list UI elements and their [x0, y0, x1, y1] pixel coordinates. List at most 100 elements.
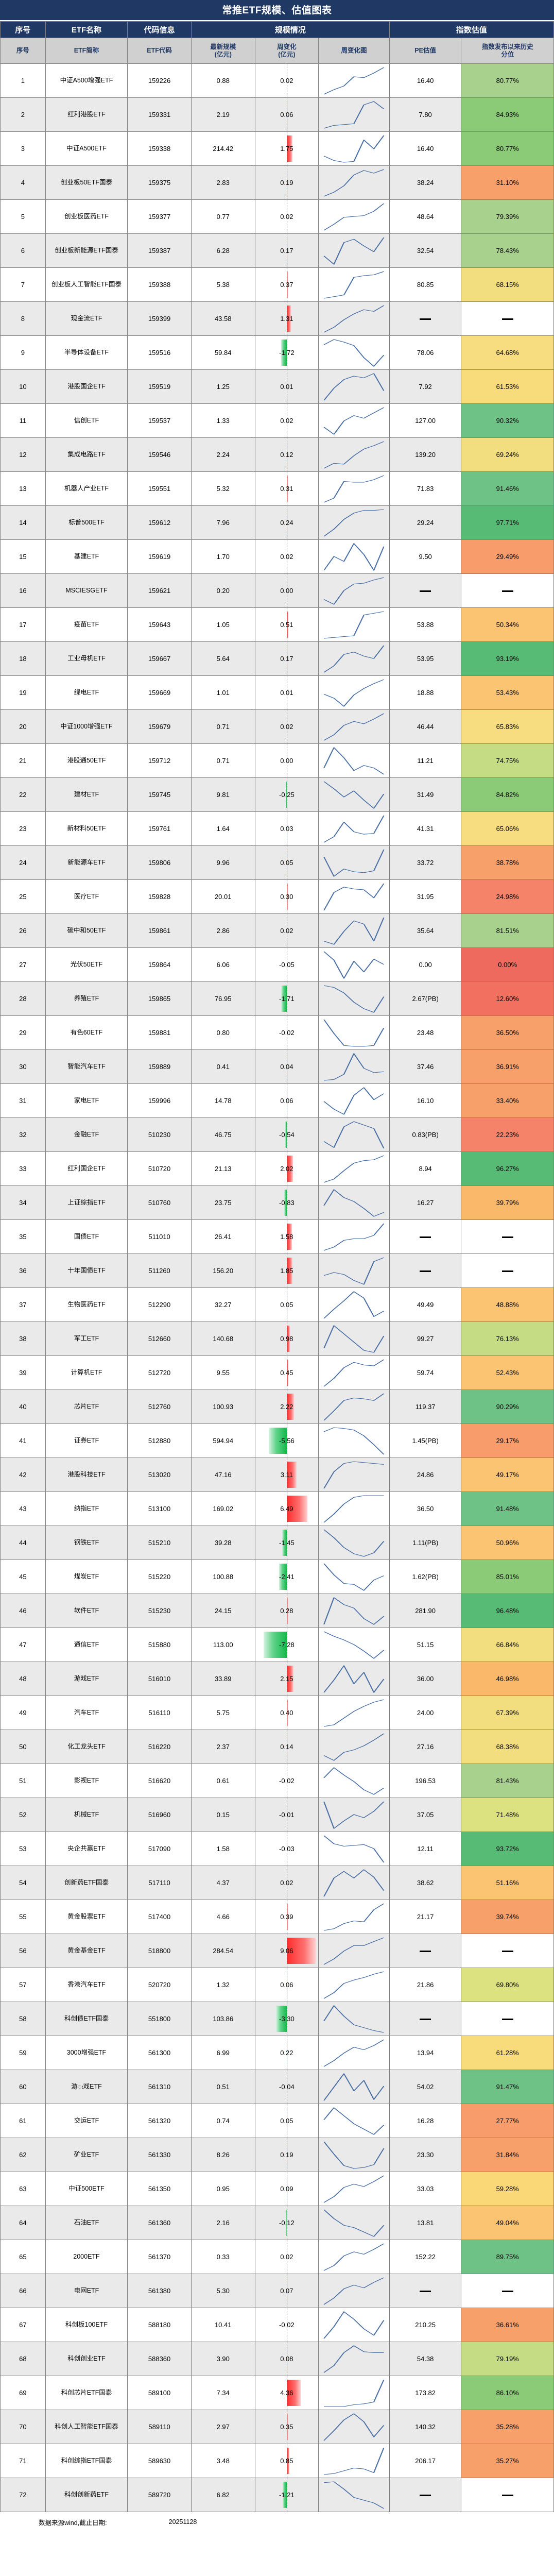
table-row: 58 科创债ETF国泰 551800 103.86 -3.30: [0, 2002, 554, 2036]
table-row: 38 军工ETF 512660 140.68 0.98 99.27 76.13%: [0, 1321, 554, 1356]
weekly-change-value: -0.02: [279, 1777, 295, 1785]
cell-scale: 0.61: [191, 1764, 255, 1798]
cell-etf-name: 港股科技ETF: [45, 1458, 128, 1492]
cell-percentile: 65.83%: [461, 709, 554, 744]
cell-etf-name: 2000ETF: [45, 2240, 128, 2274]
cell-weekly-change: 0.28: [254, 1594, 319, 1628]
cell-index: 61: [0, 2104, 46, 2138]
cell-weekly-change: -1.71: [254, 981, 319, 1016]
cell-etf-code: 159399: [127, 301, 192, 336]
column-header-row: 序号 ETF简称 ETF代码 最新规模 (亿元) 周变化 (亿元) 周变化图 P…: [0, 38, 554, 64]
change-data-bar: [286, 1666, 294, 1692]
weekly-change-value: 0.09: [280, 2185, 293, 2193]
cell-percentile: 49.04%: [461, 2206, 554, 2240]
cell-etf-code: 159377: [127, 199, 192, 234]
change-data-bar: [282, 1530, 287, 1556]
cell-sparkline: [318, 743, 390, 778]
cell-weekly-change: 0.07: [254, 2274, 319, 2308]
cell-etf-code: 159516: [127, 335, 192, 370]
cell-etf-code: 518800: [127, 1934, 192, 1968]
cell-weekly-change: 0.05: [254, 845, 319, 880]
cell-weekly-change: 0.24: [254, 505, 319, 540]
table-row: 46 软件ETF 515230 24.15 0.28 281.90 96.48%: [0, 1594, 554, 1628]
cell-index: 46: [0, 1594, 46, 1628]
cell-pe: 41.31: [389, 811, 462, 846]
cell-sparkline: [318, 1458, 390, 1492]
cell-etf-code: 511010: [127, 1219, 192, 1254]
no-data-dash: [501, 2019, 513, 2021]
cell-sparkline: [318, 471, 390, 506]
cell-sparkline: [318, 1219, 390, 1254]
cell-etf-code: 159331: [127, 97, 192, 132]
cell-etf-code: 516960: [127, 1798, 192, 1832]
cell-scale: 0.71: [191, 709, 255, 744]
no-data-dash: [420, 2291, 431, 2293]
table-row: 31 家电ETF 159996 14.78 0.06 16.10 33.40%: [0, 1083, 554, 1118]
cell-scale: 9.81: [191, 777, 255, 812]
cell-etf-code: 159338: [127, 131, 192, 166]
cell-sparkline: [318, 947, 390, 982]
cell-scale: 4.66: [191, 1900, 255, 1934]
cell-sparkline: [318, 1355, 390, 1390]
cell-etf-name: 创业板医药ETF: [45, 199, 128, 234]
table-row: 36 十年国债ETF 511260 156.20 1.85: [0, 1253, 554, 1288]
cell-scale: 46.75: [191, 1117, 255, 1152]
cell-weekly-change: -1.45: [254, 1526, 319, 1560]
cell-scale: 21.13: [191, 1151, 255, 1186]
cell-etf-name: 碳中和50ETF: [45, 913, 128, 948]
cell-pe: 8.94: [389, 1151, 462, 1186]
weekly-change-value: 0.06: [280, 1981, 293, 1989]
cell-pe: 71.83: [389, 471, 462, 506]
cell-etf-code: 159712: [127, 743, 192, 778]
cell-weekly-change: 0.02: [254, 2240, 319, 2274]
cell-index: 7: [0, 267, 46, 302]
cell-scale: 2.24: [191, 437, 255, 472]
cell-percentile: 65.06%: [461, 811, 554, 846]
weekly-change-value: 0.02: [280, 77, 293, 84]
cell-sparkline: [318, 2138, 390, 2172]
cell-sparkline: [318, 1560, 390, 1594]
cell-percentile: 36.91%: [461, 1049, 554, 1084]
table-row: 57 香港汽车ETF 520720 1.32 0.06 21.86 69.80%: [0, 1968, 554, 2002]
cell-pe: 1.62(PB): [389, 1560, 462, 1594]
change-data-bar: [286, 2210, 287, 2236]
cell-pe: 0.83(PB): [389, 1117, 462, 1152]
cell-pe: 206.17: [389, 2444, 462, 2478]
change-data-bar: [286, 1496, 308, 1522]
table-row: 22 建材ETF 159745 9.81 -0.25 31.49 84.82%: [0, 777, 554, 812]
cell-scale: 0.80: [191, 1015, 255, 1050]
cell-etf-name: 创新药ETF国泰: [45, 1866, 128, 1900]
cell-etf-name: 智能汽车ETF: [45, 1049, 128, 1084]
cell-weekly-change: -0.25: [254, 777, 319, 812]
cell-etf-name: 现金流ETF: [45, 301, 128, 336]
cell-index: 70: [0, 2410, 46, 2444]
cell-pe: 80.85: [389, 267, 462, 302]
cell-index: 48: [0, 1662, 46, 1696]
cell-etf-name: 科创债ETF国泰: [45, 2002, 128, 2036]
cell-percentile: [461, 301, 554, 336]
cell-sparkline: [318, 2002, 390, 2036]
weekly-change-value: 0.05: [280, 1301, 293, 1309]
cell-etf-code: 159519: [127, 369, 192, 404]
cell-etf-code: 512660: [127, 1321, 192, 1356]
cell-scale: 39.28: [191, 1526, 255, 1560]
table-row: 54 创新药ETF国泰 517110 4.37 0.02 38.62 51.16%: [0, 1866, 554, 1900]
change-data-bar: [276, 2006, 287, 2032]
cell-sparkline: [318, 607, 390, 642]
cell-etf-name: 3000增强ETF: [45, 2036, 128, 2070]
cell-sparkline: [318, 1934, 390, 1968]
cell-sparkline: [318, 913, 390, 948]
cell-index: 13: [0, 471, 46, 506]
cell-etf-name: 标普500ETF: [45, 505, 128, 540]
weekly-change-value: 0.45: [280, 1369, 293, 1377]
cell-percentile: 61.28%: [461, 2036, 554, 2070]
cell-etf-name: 生物医药ETF: [45, 1287, 128, 1322]
cell-percentile: 69.80%: [461, 1968, 554, 2002]
cell-etf-code: 589110: [127, 2410, 192, 2444]
cell-pe: 210.25: [389, 2308, 462, 2342]
cell-scale: 1.58: [191, 1832, 255, 1866]
table-row: 35 国债ETF 511010 26.41 1.58: [0, 1219, 554, 1254]
cell-percentile: 0.00%: [461, 947, 554, 982]
weekly-change-value: 0.17: [280, 655, 293, 663]
change-data-bar: [286, 2414, 288, 2440]
